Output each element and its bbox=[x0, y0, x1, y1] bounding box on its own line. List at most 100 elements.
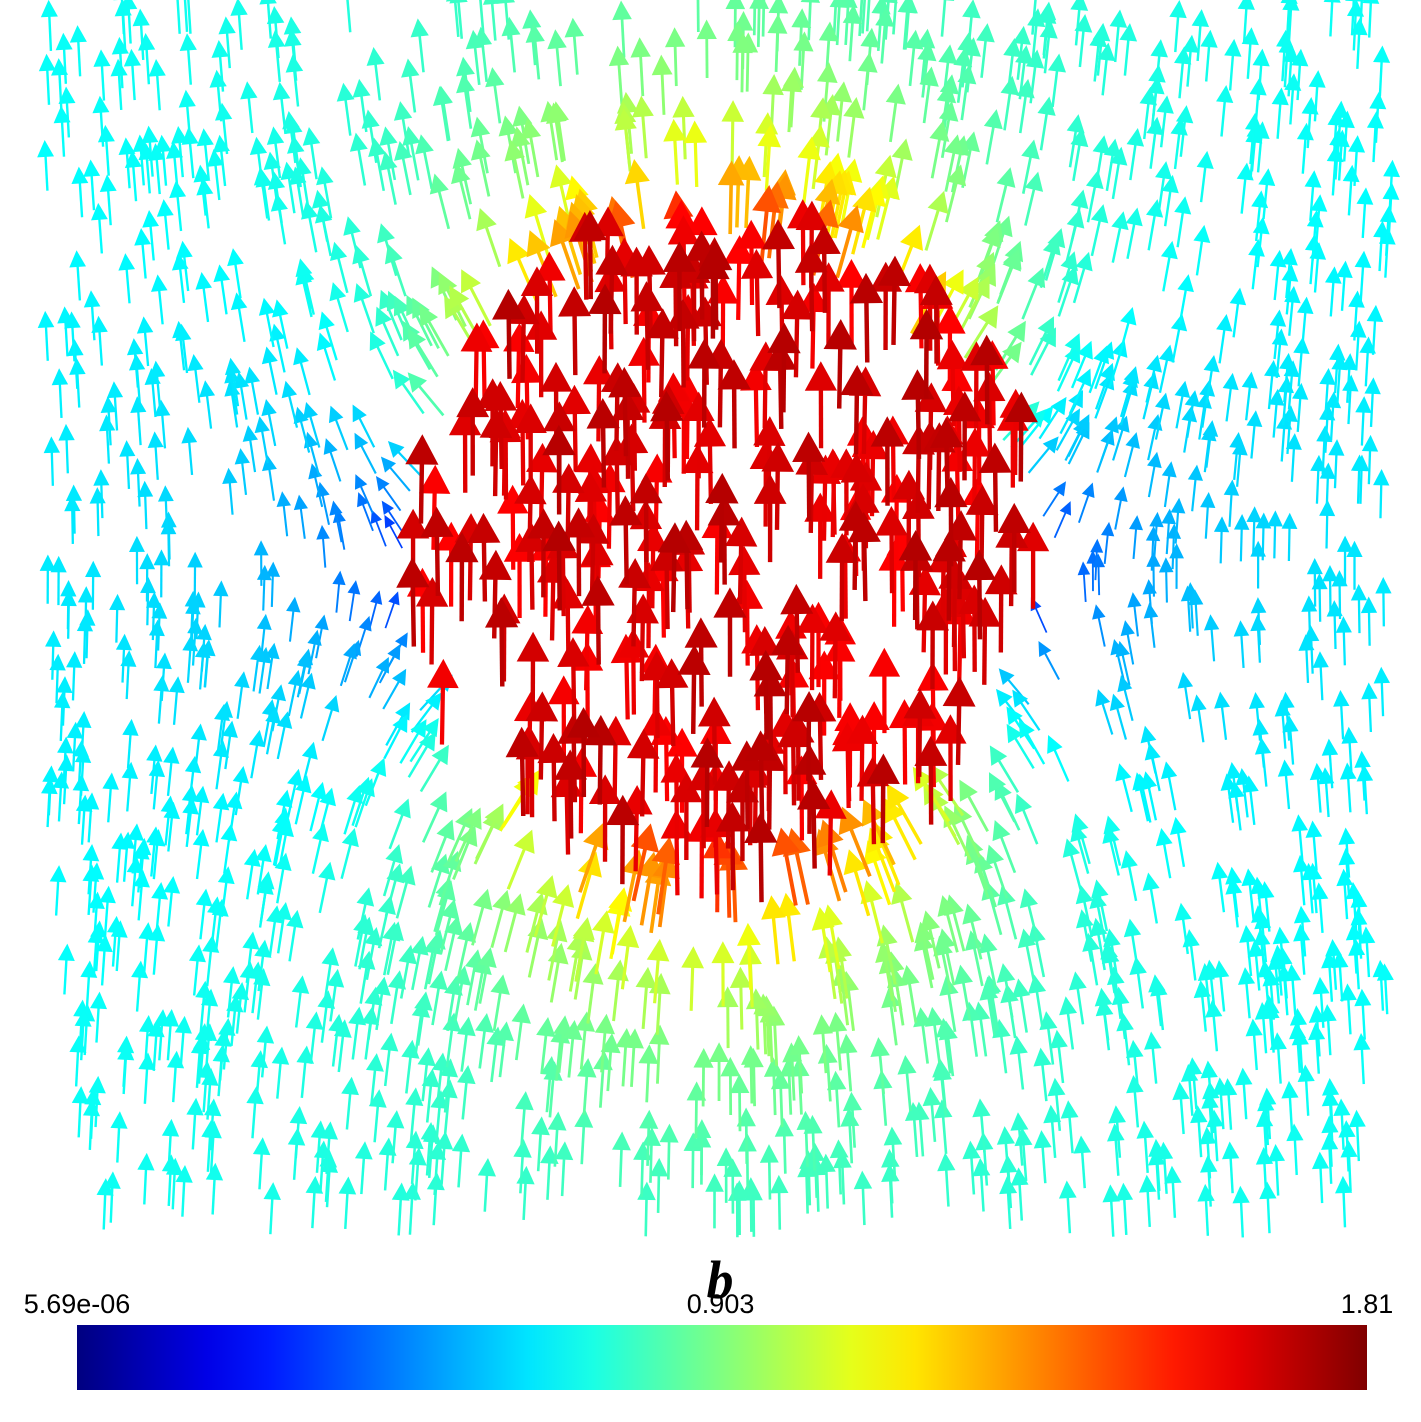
arrow-head bbox=[311, 189, 330, 209]
arrow-head bbox=[1160, 761, 1178, 780]
arrow-head bbox=[919, 274, 953, 306]
arrow-head bbox=[831, 722, 864, 752]
arrow-head bbox=[1094, 987, 1113, 1007]
arrow-head bbox=[1036, 405, 1054, 425]
arrow-head bbox=[1033, 1047, 1052, 1067]
arrow-head bbox=[574, 1011, 596, 1032]
arrow-head bbox=[52, 771, 70, 789]
arrow-head bbox=[1172, 1082, 1190, 1101]
arrow-head bbox=[1348, 1109, 1366, 1128]
arrow-head bbox=[1311, 573, 1328, 590]
arrow-head bbox=[936, 339, 969, 370]
arrow-head bbox=[1369, 91, 1387, 110]
arrow-head bbox=[455, 808, 474, 831]
arrow-head bbox=[728, 545, 761, 576]
arrow-head bbox=[293, 494, 308, 511]
arrow-head bbox=[875, 505, 908, 536]
arrow-head bbox=[196, 128, 214, 147]
arrow-head bbox=[120, 650, 137, 667]
arrow-head bbox=[998, 668, 1015, 686]
arrow-head bbox=[571, 604, 604, 634]
arrow-head bbox=[1038, 640, 1052, 658]
arrow-head bbox=[1015, 45, 1034, 65]
arrow-head bbox=[558, 286, 592, 317]
arrow-head bbox=[476, 208, 497, 232]
arrow-head bbox=[1092, 604, 1106, 620]
arrow-head bbox=[581, 575, 615, 606]
arrow-head bbox=[261, 398, 277, 417]
arrow-head bbox=[648, 1024, 670, 1045]
arrow-head bbox=[93, 469, 110, 486]
arrow-head bbox=[261, 454, 277, 472]
arrow-head bbox=[1077, 340, 1093, 360]
arrow-head bbox=[1199, 1126, 1217, 1145]
arrow-head bbox=[256, 613, 272, 631]
arrow-head bbox=[965, 484, 999, 516]
arrow-head bbox=[267, 171, 286, 190]
arrow-head bbox=[394, 632, 408, 648]
arrow-head bbox=[349, 132, 368, 152]
arrow-head bbox=[1202, 1081, 1220, 1100]
arrow-head bbox=[520, 118, 542, 140]
arrow-head bbox=[82, 864, 100, 882]
arrow-head bbox=[763, 339, 797, 371]
arrow-head bbox=[936, 82, 957, 104]
arrow-head bbox=[57, 306, 74, 324]
arrow-head bbox=[51, 368, 69, 386]
arrow-head bbox=[574, 443, 607, 473]
arrow-head bbox=[478, 549, 512, 581]
arrow-head bbox=[178, 89, 196, 108]
arrow-head bbox=[1111, 986, 1130, 1006]
arrow-head bbox=[316, 332, 333, 352]
arrow-head bbox=[49, 653, 66, 671]
arrow-head bbox=[1308, 1005, 1326, 1023]
arrow-head bbox=[957, 32, 977, 52]
arrow-head bbox=[1359, 336, 1376, 354]
arrow-shaft bbox=[187, 0, 192, 34]
arrow-head bbox=[1257, 1093, 1275, 1112]
arrow-head bbox=[1197, 963, 1216, 982]
arrow-head bbox=[886, 783, 910, 811]
arrow-head bbox=[66, 651, 83, 668]
arrow-head bbox=[1214, 691, 1231, 709]
arrow-head bbox=[103, 1171, 121, 1189]
arrow-head bbox=[136, 316, 154, 334]
arrow-head bbox=[37, 139, 55, 158]
arrow-head bbox=[372, 976, 391, 996]
arrow-head bbox=[145, 591, 162, 609]
arrow-head bbox=[796, 603, 829, 633]
arrow-head bbox=[192, 828, 210, 847]
arrow-head bbox=[196, 177, 214, 196]
arrow-head bbox=[1102, 1184, 1121, 1203]
arrow-head bbox=[645, 308, 679, 339]
arrow-head bbox=[996, 1126, 1015, 1145]
arrow-head bbox=[421, 1068, 440, 1088]
arrow-head bbox=[866, 753, 900, 784]
arrow-head bbox=[1325, 938, 1343, 957]
arrow-head bbox=[357, 950, 376, 970]
arrow-head bbox=[276, 711, 293, 729]
arrow-head bbox=[1341, 353, 1358, 371]
arrow-head bbox=[361, 109, 380, 129]
arrow-head bbox=[513, 829, 535, 854]
arrow-head bbox=[106, 381, 124, 399]
arrow-head bbox=[779, 1057, 800, 1077]
arrow-head bbox=[67, 339, 84, 357]
arrow-head bbox=[150, 274, 168, 292]
arrow-head bbox=[83, 159, 101, 177]
arrow-head bbox=[97, 124, 115, 143]
arrow-head bbox=[154, 134, 172, 153]
arrow-head bbox=[1364, 377, 1381, 395]
arrow-head bbox=[71, 1086, 89, 1104]
arrow-head bbox=[929, 417, 964, 448]
arrow-head bbox=[1246, 410, 1263, 428]
arrow-head bbox=[418, 464, 451, 494]
arrow-head bbox=[142, 209, 159, 228]
arrow-head bbox=[166, 1050, 185, 1069]
arrow-head bbox=[1312, 651, 1329, 668]
arrow-head bbox=[212, 1044, 230, 1063]
arrow-head bbox=[1089, 889, 1107, 909]
arrow-head bbox=[1241, 371, 1258, 389]
arrow-head bbox=[249, 136, 268, 156]
arrow-head bbox=[761, 441, 795, 472]
